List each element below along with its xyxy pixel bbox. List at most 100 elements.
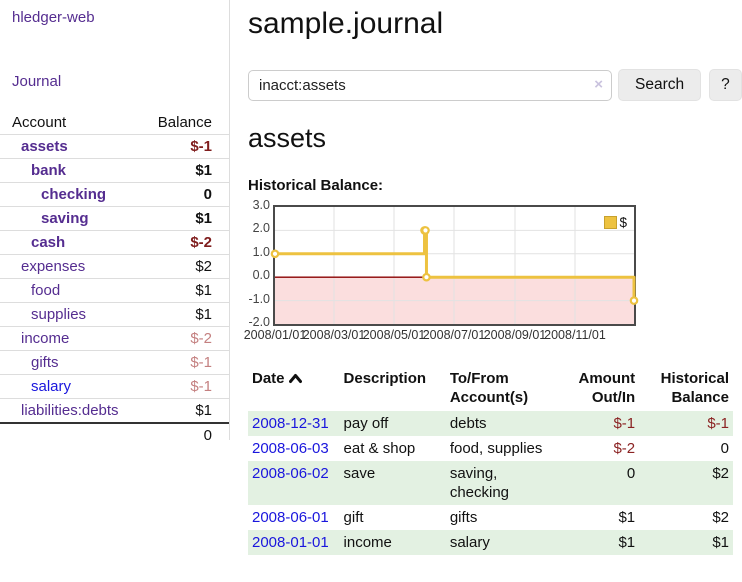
account-balance: $1 [195,210,212,227]
balance-chart: 3.0 2.0 1.0 0.0 -1.0 -2.0 $ 2008/01/01 2008/03… [244,198,742,349]
register-row: 2008-01-01 income salary $1 $1 [248,530,733,555]
transaction-date-link[interactable]: 2008-06-02 [252,465,329,482]
balance-chart-svg [270,207,639,324]
transaction-balance: $-1 [707,415,729,432]
account-balance: $-1 [190,378,212,395]
account-link-assets[interactable]: assets [21,138,68,155]
account-row: checking 0 [0,182,229,206]
account-balance: $1 [195,282,212,299]
account-balance: $1 [195,402,212,419]
transaction-date-link[interactable]: 2008-01-01 [252,534,329,551]
sidebar: hledger-web Journal Account Balance asse… [0,0,230,444]
accounts-column-header: To/From Account(s) [449,370,529,406]
account-row: liabilities:debts $1 [0,398,229,422]
transaction-balance: $1 [712,534,729,551]
account-link-checking[interactable]: checking [41,186,107,203]
account-row: food $1 [0,278,229,302]
account-link-supplies[interactable]: supplies [31,306,87,323]
transaction-accounts: salary [449,534,490,551]
amount-column-header: Amount Out/In [578,370,636,406]
search-button[interactable]: Search [618,69,702,101]
sidebar-item-journal[interactable]: Journal [12,73,62,90]
accounts-table-header: Account Balance [0,111,229,134]
accounts-table: Account Balance assets $-1 bank $1 check… [0,111,229,447]
main-content: sample.journal × Search ? assets Histori… [230,0,742,555]
date-column-header[interactable]: Date [248,367,340,411]
transaction-amount: $-2 [613,440,636,457]
account-balance: $-2 [190,234,212,251]
transaction-balance: $2 [712,509,729,526]
account-link-income[interactable]: income [21,330,70,347]
register-row: 2008-06-03 eat & shop food, supplies $-2… [248,436,733,461]
account-row: saving $1 [0,206,229,230]
account-row: expenses $2 [0,254,229,278]
register-header-row: Date Description To/From Account(s) Amou… [248,367,733,411]
account-link-expenses[interactable]: expenses [21,258,86,275]
transaction-description: income [343,534,392,551]
transaction-description: eat & shop [343,440,416,457]
account-link-salary[interactable]: salary [31,378,72,395]
y-tick-label: 1.0 [252,244,270,259]
account-row: supplies $1 [0,302,229,326]
transaction-balance: 0 [720,440,729,457]
account-row: cash $-2 [0,230,229,254]
account-row: income $-2 [0,326,229,350]
transaction-description: save [343,465,376,482]
page-title: sample.journal [248,7,444,40]
account-balance: $1 [195,306,212,323]
account-link-saving[interactable]: saving [41,210,89,227]
transaction-accounts: gifts [449,509,478,526]
chart-plot-area: $ [270,205,639,326]
x-tick-label: 2008/01/01 [243,328,307,342]
account-link-gifts[interactable]: gifts [31,354,59,371]
description-column-header: Description [343,370,427,387]
y-tick-label: -1.0 [248,291,270,306]
account-row: bank $1 [0,158,229,182]
transaction-date-link[interactable]: 2008-06-01 [252,509,329,526]
legend-label: $ [619,215,627,230]
register-table: Date Description To/From Account(s) Amou… [248,367,733,555]
brand-link[interactable]: hledger-web [12,9,95,26]
clear-search-icon[interactable]: × [594,75,603,93]
search-input[interactable] [248,69,612,101]
transaction-accounts: debts [449,415,487,432]
accounts-total-value: 0 [203,427,212,444]
x-tick-label: 2008/07/01 [422,328,486,342]
app: hledger-web Journal Account Balance asse… [0,0,742,555]
account-row: assets $-1 [0,134,229,158]
y-tick-label: -2.0 [248,315,270,329]
accounts-total-row: 0 [0,422,229,447]
account-link-liabilities-debts[interactable]: liabilities:debts [21,402,119,419]
transaction-date-link[interactable]: 2008-12-31 [252,415,329,432]
transaction-accounts: saving, checking [449,465,510,501]
account-column-header: Account [12,114,67,131]
balance-column-header: Historical Balance [660,370,729,406]
help-button[interactable]: ? [709,69,742,101]
transaction-accounts: food, supplies [449,440,543,457]
transaction-amount: $1 [618,509,636,526]
sort-ascending-icon [288,374,302,383]
account-row: salary $-1 [0,374,229,398]
historical-balance-label: Historical Balance: [248,177,384,194]
y-tick-label: 2.0 [252,221,270,236]
account-balance: $-2 [190,330,212,347]
register-row: 2008-06-02 save saving, checking 0 $2 [248,461,733,505]
account-balance: $2 [195,258,212,275]
account-title: assets [248,123,327,153]
y-tick-label: 0.0 [252,268,270,283]
account-balance: $-1 [190,354,212,371]
chart-legend: $ [604,215,627,230]
legend-swatch-icon [604,216,618,229]
transaction-amount: 0 [626,465,636,482]
transaction-date-link[interactable]: 2008-06-03 [252,440,329,457]
account-balance: $1 [195,162,212,179]
y-tick-label: 3.0 [252,198,270,212]
search-bar: × Search ? [248,69,742,101]
account-link-cash[interactable]: cash [31,234,66,251]
account-balance: $-1 [190,138,212,155]
account-link-food[interactable]: food [31,282,61,299]
account-balance: 0 [203,186,212,203]
account-link-bank[interactable]: bank [31,162,67,179]
account-row: gifts $-1 [0,350,229,374]
transaction-amount: $1 [618,534,636,551]
